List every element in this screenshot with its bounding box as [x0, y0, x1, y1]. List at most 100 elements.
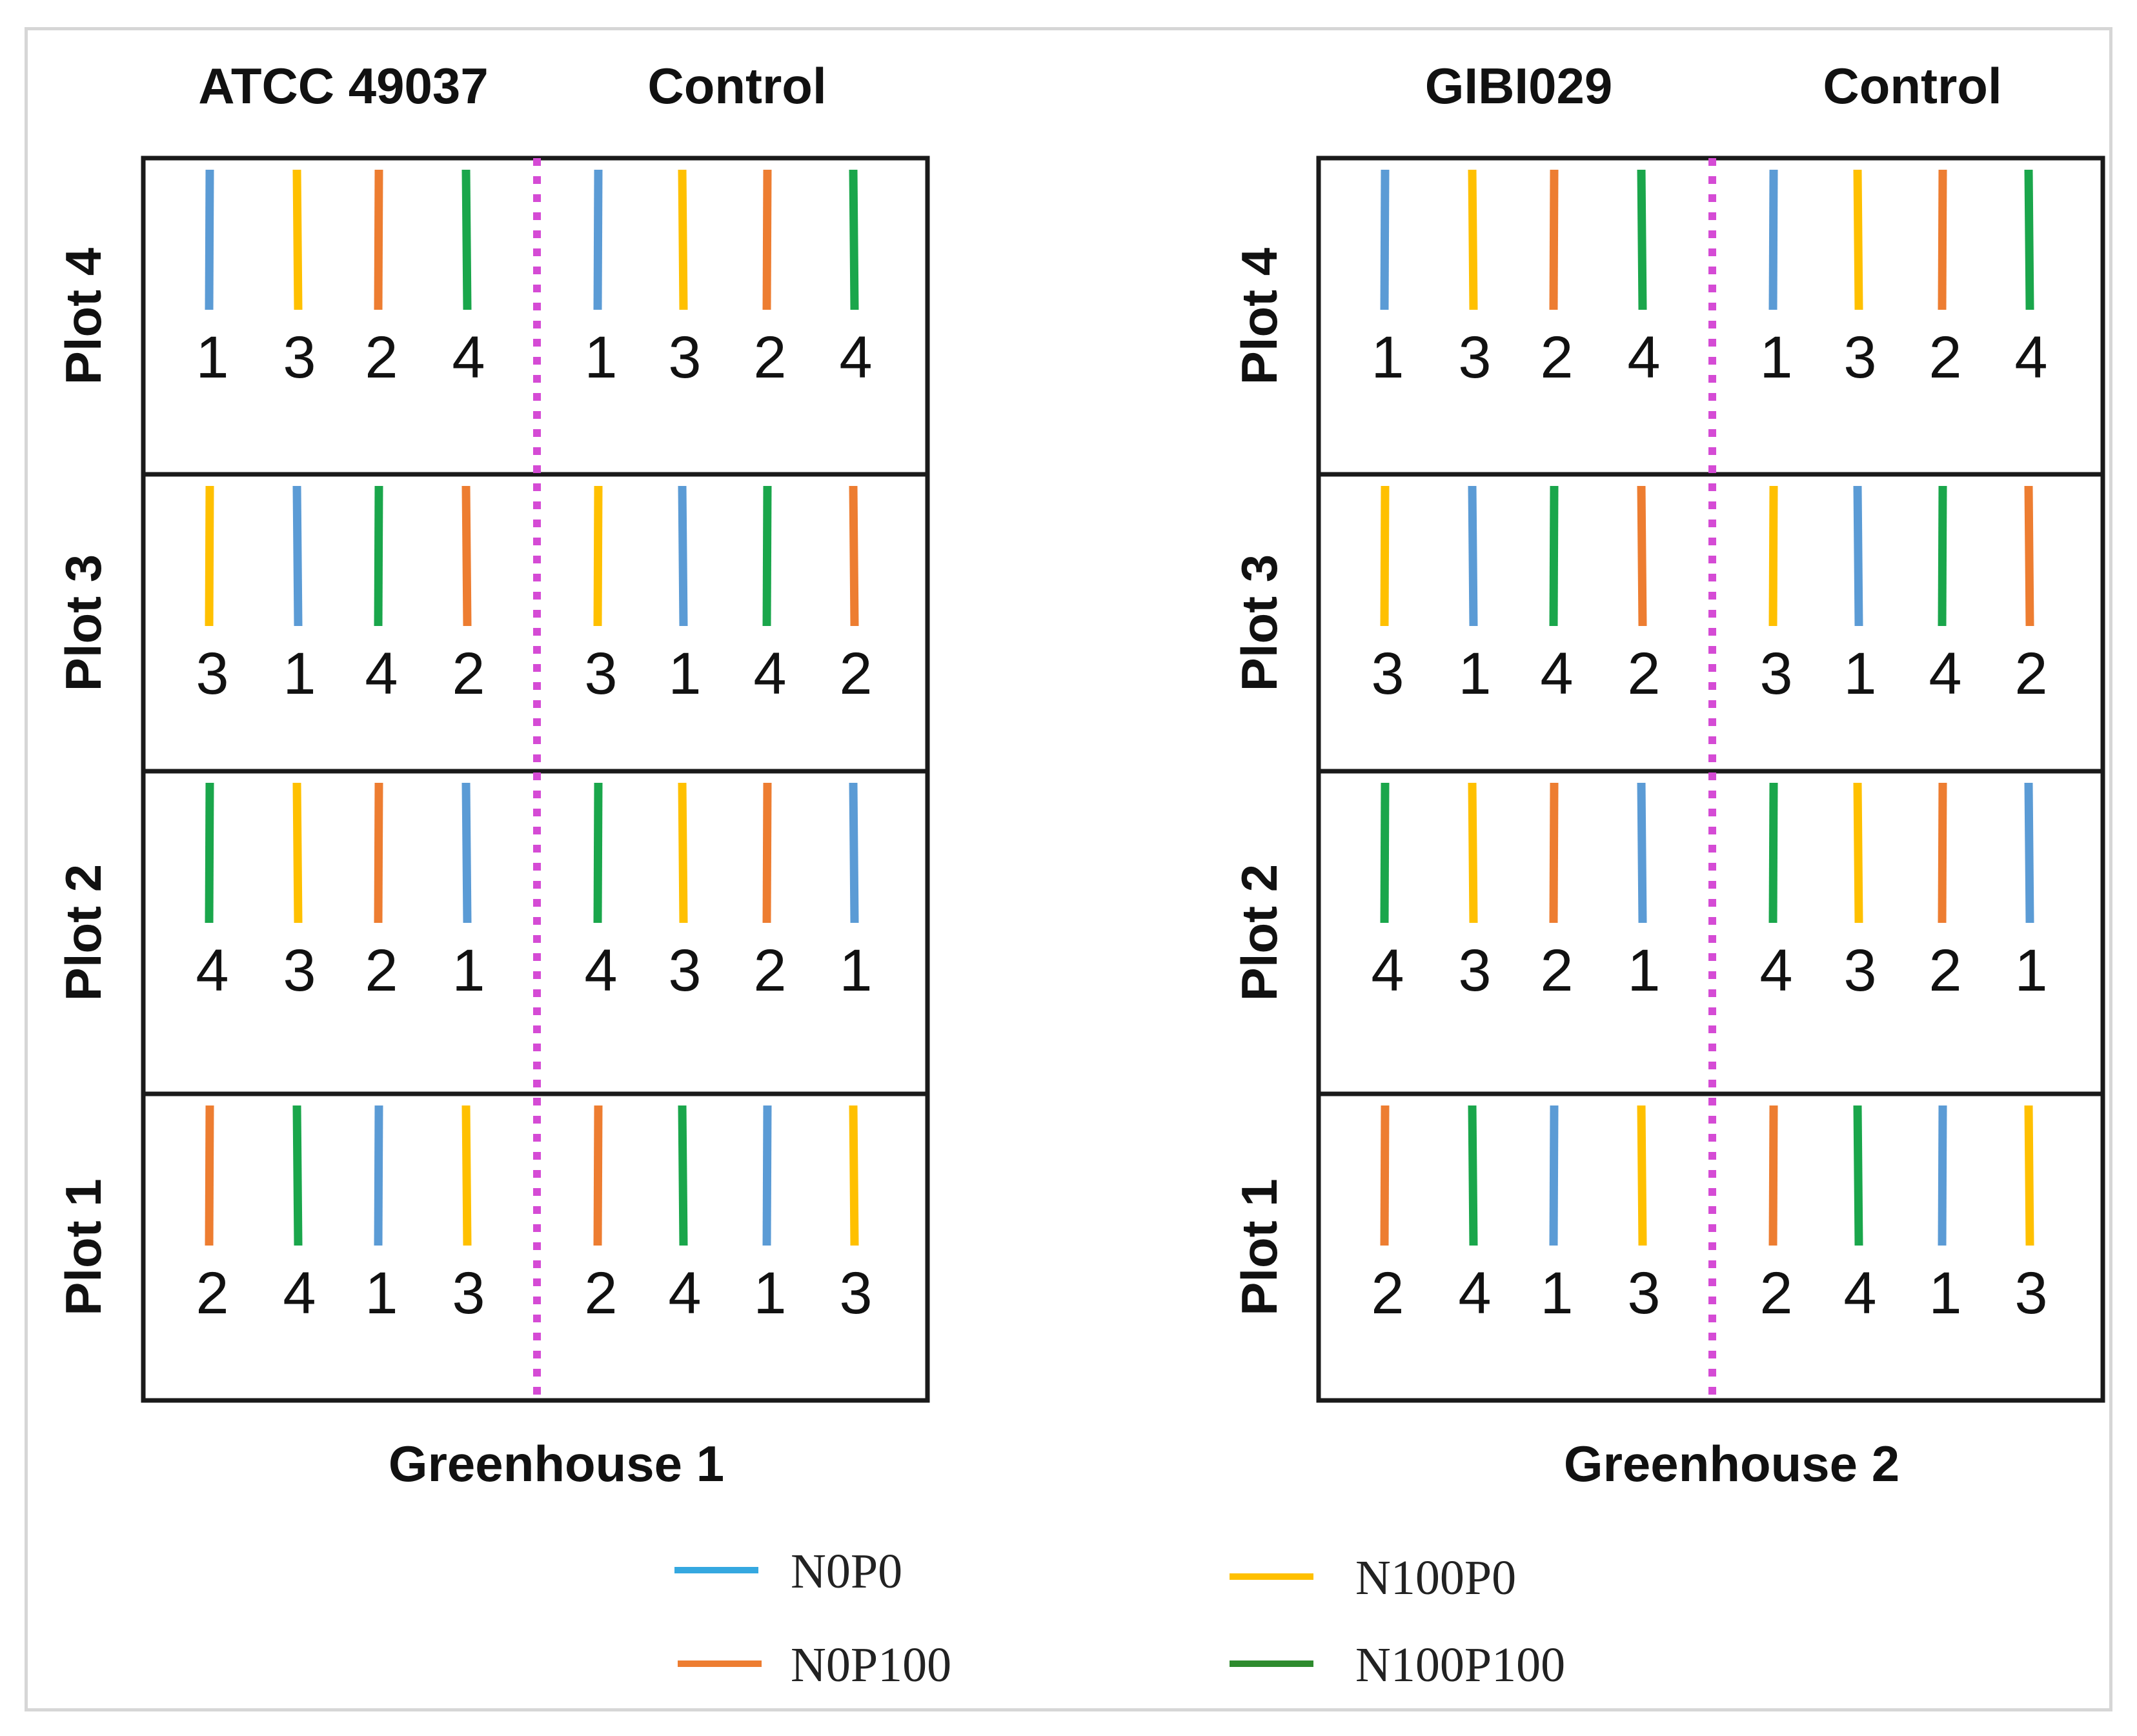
treatment-line: [678, 485, 688, 627]
treatment-line: [1938, 485, 1947, 627]
treatment-number: 1: [365, 1260, 398, 1326]
treatment-number: 3: [452, 1260, 485, 1326]
treatment-number: 2: [365, 938, 398, 1004]
treatment-line: [1380, 169, 1390, 310]
legend: N0P0 N100P0 N0P100 N100P100: [674, 1544, 1565, 1692]
treatment-number: 2: [1929, 325, 1961, 390]
treatment-number: 1: [1540, 1260, 1573, 1326]
treatment-number: 3: [1759, 641, 1792, 707]
treatment-line: [292, 1105, 303, 1246]
treatment-number: 1: [753, 1260, 786, 1326]
treatment-line: [205, 782, 214, 924]
treatment-number: 3: [196, 641, 228, 707]
treatment-number: 3: [283, 938, 316, 1004]
treatment-number: 1: [668, 641, 701, 707]
treatment-line: [849, 169, 859, 310]
plot-label: Plot 2: [1231, 864, 1288, 1001]
treatment-line: [2024, 1105, 2034, 1246]
treatment-number: 4: [839, 325, 872, 390]
treatment-number: 1: [196, 325, 228, 390]
treatment-number: 4: [1627, 325, 1660, 390]
treatment-line: [1380, 782, 1390, 924]
treatment-number: 3: [1458, 938, 1491, 1004]
plot-label: Plot 1: [55, 1178, 112, 1315]
treatment-number: 4: [283, 1260, 316, 1326]
treatment-line: [292, 169, 303, 310]
treatment-number: 4: [1929, 641, 1961, 707]
treatment-line: [1468, 169, 1478, 310]
treatment-line: [1380, 1105, 1390, 1246]
control-group-label: Control: [1823, 57, 2001, 114]
treatment-line: [1853, 782, 1863, 924]
treatment-line: [2024, 782, 2034, 924]
treatment-number: 2: [1540, 938, 1573, 1004]
treatment-line: [1637, 485, 1647, 627]
treatment-line: [2024, 169, 2034, 310]
treatment-number: 2: [753, 325, 786, 390]
treatment-line: [1768, 782, 1778, 924]
treatment-line: [1853, 485, 1863, 627]
treatment-line: [461, 1105, 472, 1246]
treatment-number: 2: [1371, 1260, 1404, 1326]
treatment-line: [1853, 1105, 1863, 1246]
treatment-number: 4: [196, 938, 228, 1004]
treatment-line: [205, 169, 214, 310]
treatment-line: [461, 169, 472, 310]
treatment-line: [1637, 782, 1647, 924]
treatment-number: 4: [584, 938, 617, 1004]
treatment-line: [1468, 782, 1478, 924]
treatment-number: 1: [2014, 938, 2047, 1004]
greenhouse-label: Greenhouse 2: [1564, 1435, 1899, 1492]
treatment-number: 3: [668, 938, 701, 1004]
treatment-number: 2: [1929, 938, 1961, 1004]
treatment-line: [1380, 485, 1390, 627]
treatment-number: 2: [1627, 641, 1660, 707]
treatment-number: 4: [1458, 1260, 1491, 1326]
legend-label: N100P100: [1355, 1638, 1565, 1692]
treatment-line: [374, 169, 383, 310]
treatment-line: [374, 782, 383, 924]
treatment-number: 2: [839, 641, 872, 707]
legend-item: N0P0: [674, 1544, 902, 1599]
treatment-line: [374, 485, 383, 627]
plot-label: Plot 1: [1231, 1178, 1288, 1315]
treatment-number: 4: [1540, 641, 1573, 707]
treatment-number: 4: [668, 1260, 701, 1326]
treatment-line: [1637, 169, 1647, 310]
treatment-line: [678, 169, 688, 310]
legend-item: N100P100: [1230, 1638, 1565, 1692]
treatment-line: [292, 485, 303, 627]
treatment-number: 2: [196, 1260, 228, 1326]
treatment-number: 1: [839, 938, 872, 1004]
treatment-number: 4: [753, 641, 786, 707]
treatment-line: [1768, 1105, 1778, 1246]
treatment-number: 2: [1759, 1260, 1792, 1326]
treatment-number: 2: [2014, 641, 2047, 707]
treatment-number: 2: [753, 938, 786, 1004]
treatment-line: [292, 782, 303, 924]
treatment-line: [1853, 169, 1863, 310]
treatment-number: 3: [2014, 1260, 2047, 1326]
treatment-line: [1768, 169, 1778, 310]
treatment-number: 4: [1843, 1260, 1876, 1326]
legend-label: N0P0: [791, 1544, 902, 1599]
treatment-group-label: GIBI029: [1425, 57, 1612, 114]
treatment-number: 2: [452, 641, 485, 707]
treatment-line: [461, 485, 472, 627]
treatment-line: [849, 1105, 859, 1246]
treatment-line: [1938, 169, 1947, 310]
treatment-number: 2: [365, 325, 398, 390]
treatment-number: 3: [668, 325, 701, 390]
figure-frame: [25, 27, 2112, 1711]
treatment-group-label: ATCC 49037: [198, 57, 488, 114]
